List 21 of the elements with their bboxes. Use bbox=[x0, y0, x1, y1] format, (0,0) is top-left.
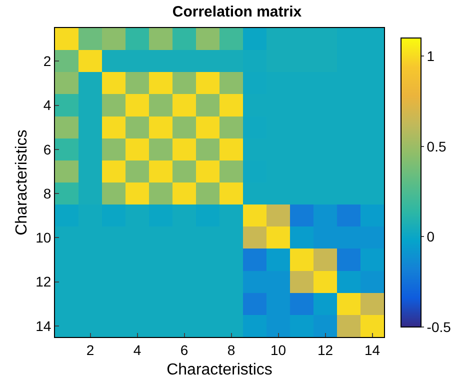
y-axis-title: Characteristics bbox=[14, 130, 31, 236]
y-tick-label: 12 bbox=[36, 274, 52, 290]
y-tick-label: 6 bbox=[43, 141, 52, 158]
x-axis-title: Characteristics bbox=[166, 362, 272, 378]
color-bar-label: 0.5 bbox=[426, 138, 446, 154]
x-tick-label: 2 bbox=[86, 342, 94, 358]
color-bar-label: 1 bbox=[426, 48, 435, 64]
color-bar-label: -0.5 bbox=[426, 318, 452, 335]
y-tick-label: 10 bbox=[36, 230, 52, 246]
y-tick-label: 8 bbox=[43, 185, 52, 202]
x-tick-label: 6 bbox=[180, 342, 188, 358]
x-tick-label: 8 bbox=[227, 342, 236, 358]
x-tick-label: 14 bbox=[364, 342, 380, 358]
x-tick-label: 10 bbox=[270, 342, 286, 358]
x-tick-label: 4 bbox=[133, 342, 142, 358]
y-tick-label: 4 bbox=[43, 97, 52, 114]
x-tick-label: 12 bbox=[317, 342, 334, 358]
y-tick-label: 2 bbox=[43, 53, 52, 70]
chart-title: Correlation matrix bbox=[172, 3, 302, 20]
color-bar-label: 0 bbox=[426, 228, 435, 245]
y-tick-label: 14 bbox=[36, 318, 52, 334]
